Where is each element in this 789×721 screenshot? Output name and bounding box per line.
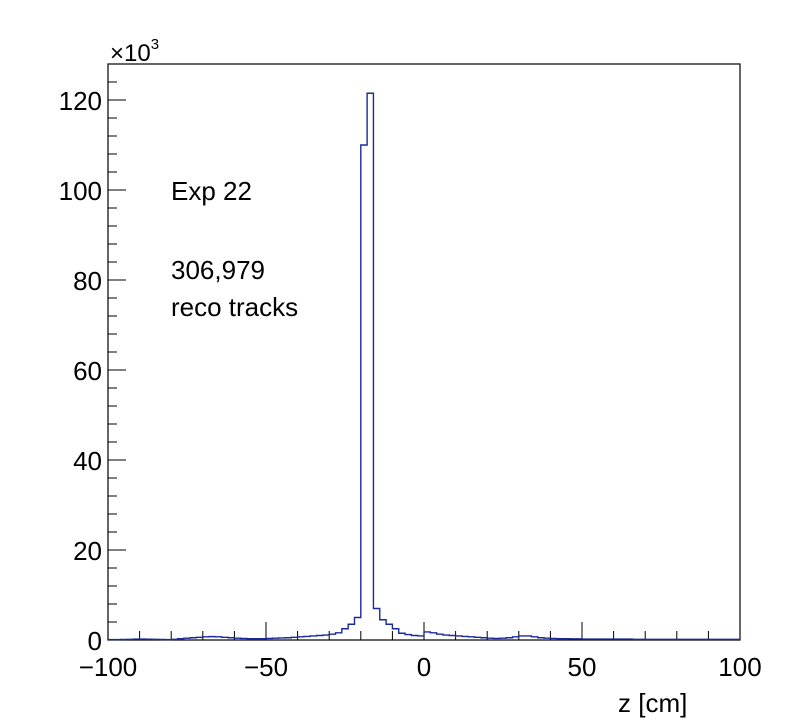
x-tick-label: −50 [244, 652, 288, 682]
x-tick-label: 0 [417, 652, 431, 682]
y-tick-label: 80 [73, 266, 102, 296]
plot-frame [107, 63, 741, 641]
histogram-line [107, 92, 741, 641]
y-tick-label: 40 [73, 446, 102, 476]
x-axis-ticks: −100 −50 0 50 100 [79, 622, 762, 682]
annotation-experiment: Exp 22 [171, 176, 252, 206]
y-tick-label: 120 [59, 86, 102, 116]
y-multiplier-base: ×10 [110, 40, 151, 67]
annotation-count: 306,979 [171, 255, 265, 285]
x-axis-label: z [cm] [618, 688, 688, 718]
x-tick-label: 50 [568, 652, 597, 682]
y-multiplier-exponent: 3 [150, 36, 160, 53]
annotation-count-label: reco tracks [171, 292, 299, 322]
x-tick-label: −100 [79, 652, 138, 682]
y-tick-label: 0 [88, 626, 102, 656]
y-axis-ticks: 0 20 40 60 80 100 120 [59, 81, 126, 656]
x-tick-label: 100 [718, 652, 761, 682]
y-multiplier: ×103 [110, 37, 159, 67]
y-tick-label: 20 [73, 536, 102, 566]
y-tick-label: 60 [73, 356, 102, 386]
y-tick-label: 100 [59, 176, 102, 206]
